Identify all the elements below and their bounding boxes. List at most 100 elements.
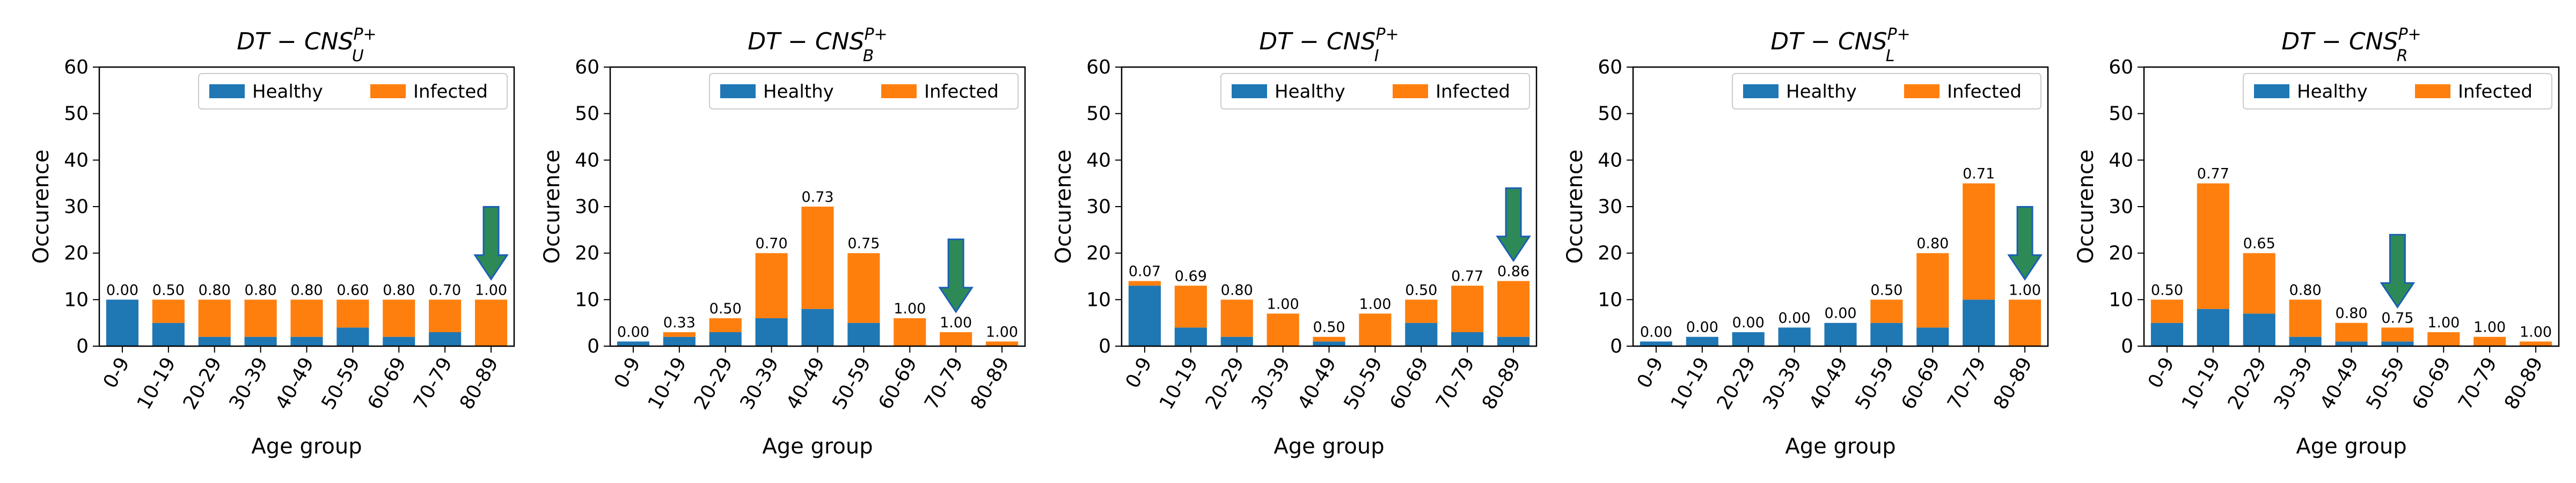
y-tick-label: 60 bbox=[2109, 56, 2133, 78]
bar-data-label: 0.71 bbox=[1963, 166, 1995, 182]
x-axis-label: Age group bbox=[1274, 434, 1384, 459]
bar-healthy-60-69 bbox=[1405, 323, 1438, 346]
bar-data-label: 1.00 bbox=[2427, 314, 2460, 331]
legend: Healthy Infected bbox=[709, 73, 1019, 109]
x-tick-label: 10-19 bbox=[1667, 354, 1714, 413]
chart-title-main: DT − CNS bbox=[1770, 28, 1887, 55]
legend: Healthy Infected bbox=[198, 73, 508, 109]
bar-data-label: 1.00 bbox=[940, 314, 972, 331]
legend-swatch-healthy bbox=[1232, 84, 1267, 98]
bar-data-label: 0.69 bbox=[1175, 268, 1207, 284]
bar-infected-50-59 bbox=[847, 253, 880, 323]
bar-healthy-60-69 bbox=[383, 336, 415, 346]
bar-healthy-0-9 bbox=[617, 341, 650, 346]
bar-healthy-80-89 bbox=[1497, 336, 1530, 346]
x-tick-label: 10-19 bbox=[2178, 354, 2225, 413]
bar-data-label: 0.00 bbox=[1824, 305, 1856, 322]
legend-swatch-infected bbox=[2415, 84, 2450, 98]
bar-infected-50-59 bbox=[1359, 313, 1392, 346]
x-tick-label: 60-69 bbox=[2408, 354, 2455, 413]
bar-data-label: 0.80 bbox=[2335, 305, 2367, 322]
bar-data-label: 1.00 bbox=[475, 282, 507, 298]
bar-infected-10-19 bbox=[663, 332, 696, 337]
y-tick-label: 50 bbox=[575, 103, 599, 125]
y-tick-label: 0 bbox=[76, 335, 89, 357]
bar-infected-30-39 bbox=[244, 299, 277, 337]
x-tick-label: 20-29 bbox=[2224, 354, 2271, 413]
x-tick-label: 20-29 bbox=[1713, 354, 1760, 413]
legend-swatch-healthy bbox=[720, 84, 756, 98]
bar-healthy-50-59 bbox=[336, 327, 369, 346]
bar-infected-60-69 bbox=[1916, 253, 1949, 328]
bar-infected-20-29 bbox=[1220, 299, 1253, 337]
bar-infected-30-39 bbox=[1267, 313, 1299, 346]
y-tick-label: 20 bbox=[1598, 243, 1622, 265]
x-tick-label: 40-49 bbox=[2316, 354, 2363, 413]
bar-healthy-30-39 bbox=[244, 336, 277, 346]
y-tick-label: 30 bbox=[575, 196, 599, 218]
bar-infected-60-69 bbox=[894, 318, 926, 346]
chart-panel-5: DT − CNSP+ R 0 10 20 30 40 50 60 0.50 0-9 0.77 10-19… bbox=[2074, 25, 2560, 459]
y-tick-label: 40 bbox=[575, 149, 599, 171]
x-tick-label: 10-19 bbox=[644, 354, 691, 413]
bar-infected-50-59 bbox=[1870, 299, 1903, 323]
legend-label-infected: Infected bbox=[1436, 81, 1510, 103]
bar-infected-40-49 bbox=[801, 207, 834, 309]
bar-healthy-0-9 bbox=[1640, 341, 1673, 346]
bar-healthy-10-19 bbox=[2197, 309, 2229, 346]
x-tick-label: 80-89 bbox=[1989, 354, 2037, 413]
bar-infected-80-89 bbox=[1497, 281, 1530, 337]
legend-swatch-infected bbox=[1904, 84, 1940, 98]
bar-data-label: 1.00 bbox=[894, 301, 926, 317]
bar-healthy-70-79 bbox=[429, 332, 462, 346]
x-tick-label: 80-89 bbox=[967, 354, 1014, 413]
bar-infected-50-59 bbox=[336, 299, 369, 328]
bar-data-label: 0.80 bbox=[383, 282, 415, 298]
bar-data-label: 0.80 bbox=[1221, 282, 1253, 298]
legend-label-infected: Infected bbox=[413, 81, 488, 103]
legend-label-infected: Infected bbox=[2458, 81, 2533, 103]
y-tick-label: 0 bbox=[587, 335, 599, 357]
x-tick-label: 70-79 bbox=[409, 354, 457, 413]
x-tick-label: 0-9 bbox=[1122, 354, 1157, 392]
x-tick-label: 80-89 bbox=[2500, 354, 2548, 413]
y-tick-label: 30 bbox=[2109, 196, 2133, 218]
y-tick-label: 30 bbox=[1086, 196, 1111, 218]
bar-data-label: 0.73 bbox=[801, 189, 833, 206]
y-tick-label: 10 bbox=[2109, 289, 2133, 311]
bar-data-label: 0.00 bbox=[617, 324, 649, 340]
legend: Healthy Infected bbox=[2243, 73, 2552, 109]
y-axis-label: Occurence bbox=[2074, 150, 2098, 264]
bar-infected-40-49 bbox=[290, 299, 323, 337]
bar-healthy-40-49 bbox=[1313, 341, 1345, 346]
y-tick-label: 40 bbox=[2109, 149, 2133, 171]
x-tick-label: 50-59 bbox=[1851, 354, 1898, 413]
chart-title-main: DT − CNS bbox=[2281, 28, 2398, 55]
legend-swatch-infected bbox=[881, 84, 917, 98]
bar-infected-50-59 bbox=[2381, 327, 2414, 342]
x-axis-label: Age group bbox=[2296, 434, 2406, 459]
x-tick-label: 50-59 bbox=[828, 354, 875, 413]
bar-healthy-30-39 bbox=[1778, 327, 1811, 346]
x-tick-label: 70-79 bbox=[2454, 354, 2501, 413]
x-tick-label: 40-49 bbox=[1293, 354, 1341, 413]
y-tick-label: 20 bbox=[575, 243, 599, 265]
bar-data-label: 0.75 bbox=[2381, 310, 2413, 326]
bar-infected-10-19 bbox=[2197, 183, 2229, 309]
x-tick-label: 30-39 bbox=[2270, 354, 2317, 413]
x-axis-label: Age group bbox=[251, 434, 362, 459]
legend-box bbox=[1732, 73, 2041, 109]
highlight-arrow-icon bbox=[2007, 206, 2043, 281]
bar-data-label: 0.50 bbox=[1870, 282, 1902, 298]
plot-frame bbox=[1121, 66, 1538, 347]
chart-title-subscript: B bbox=[863, 47, 874, 65]
x-tick-label: 10-19 bbox=[133, 354, 180, 413]
chart-title-subscript: U bbox=[352, 47, 364, 65]
bar-healthy-70-79 bbox=[1451, 332, 1484, 346]
bar-healthy-50-59 bbox=[847, 323, 880, 346]
chart-title: DT − CNSP+ B bbox=[748, 25, 887, 65]
bar-data-label: 0.80 bbox=[290, 282, 323, 298]
x-tick-label: 60-69 bbox=[1897, 354, 1944, 413]
x-axis-label: Age group bbox=[762, 434, 873, 459]
